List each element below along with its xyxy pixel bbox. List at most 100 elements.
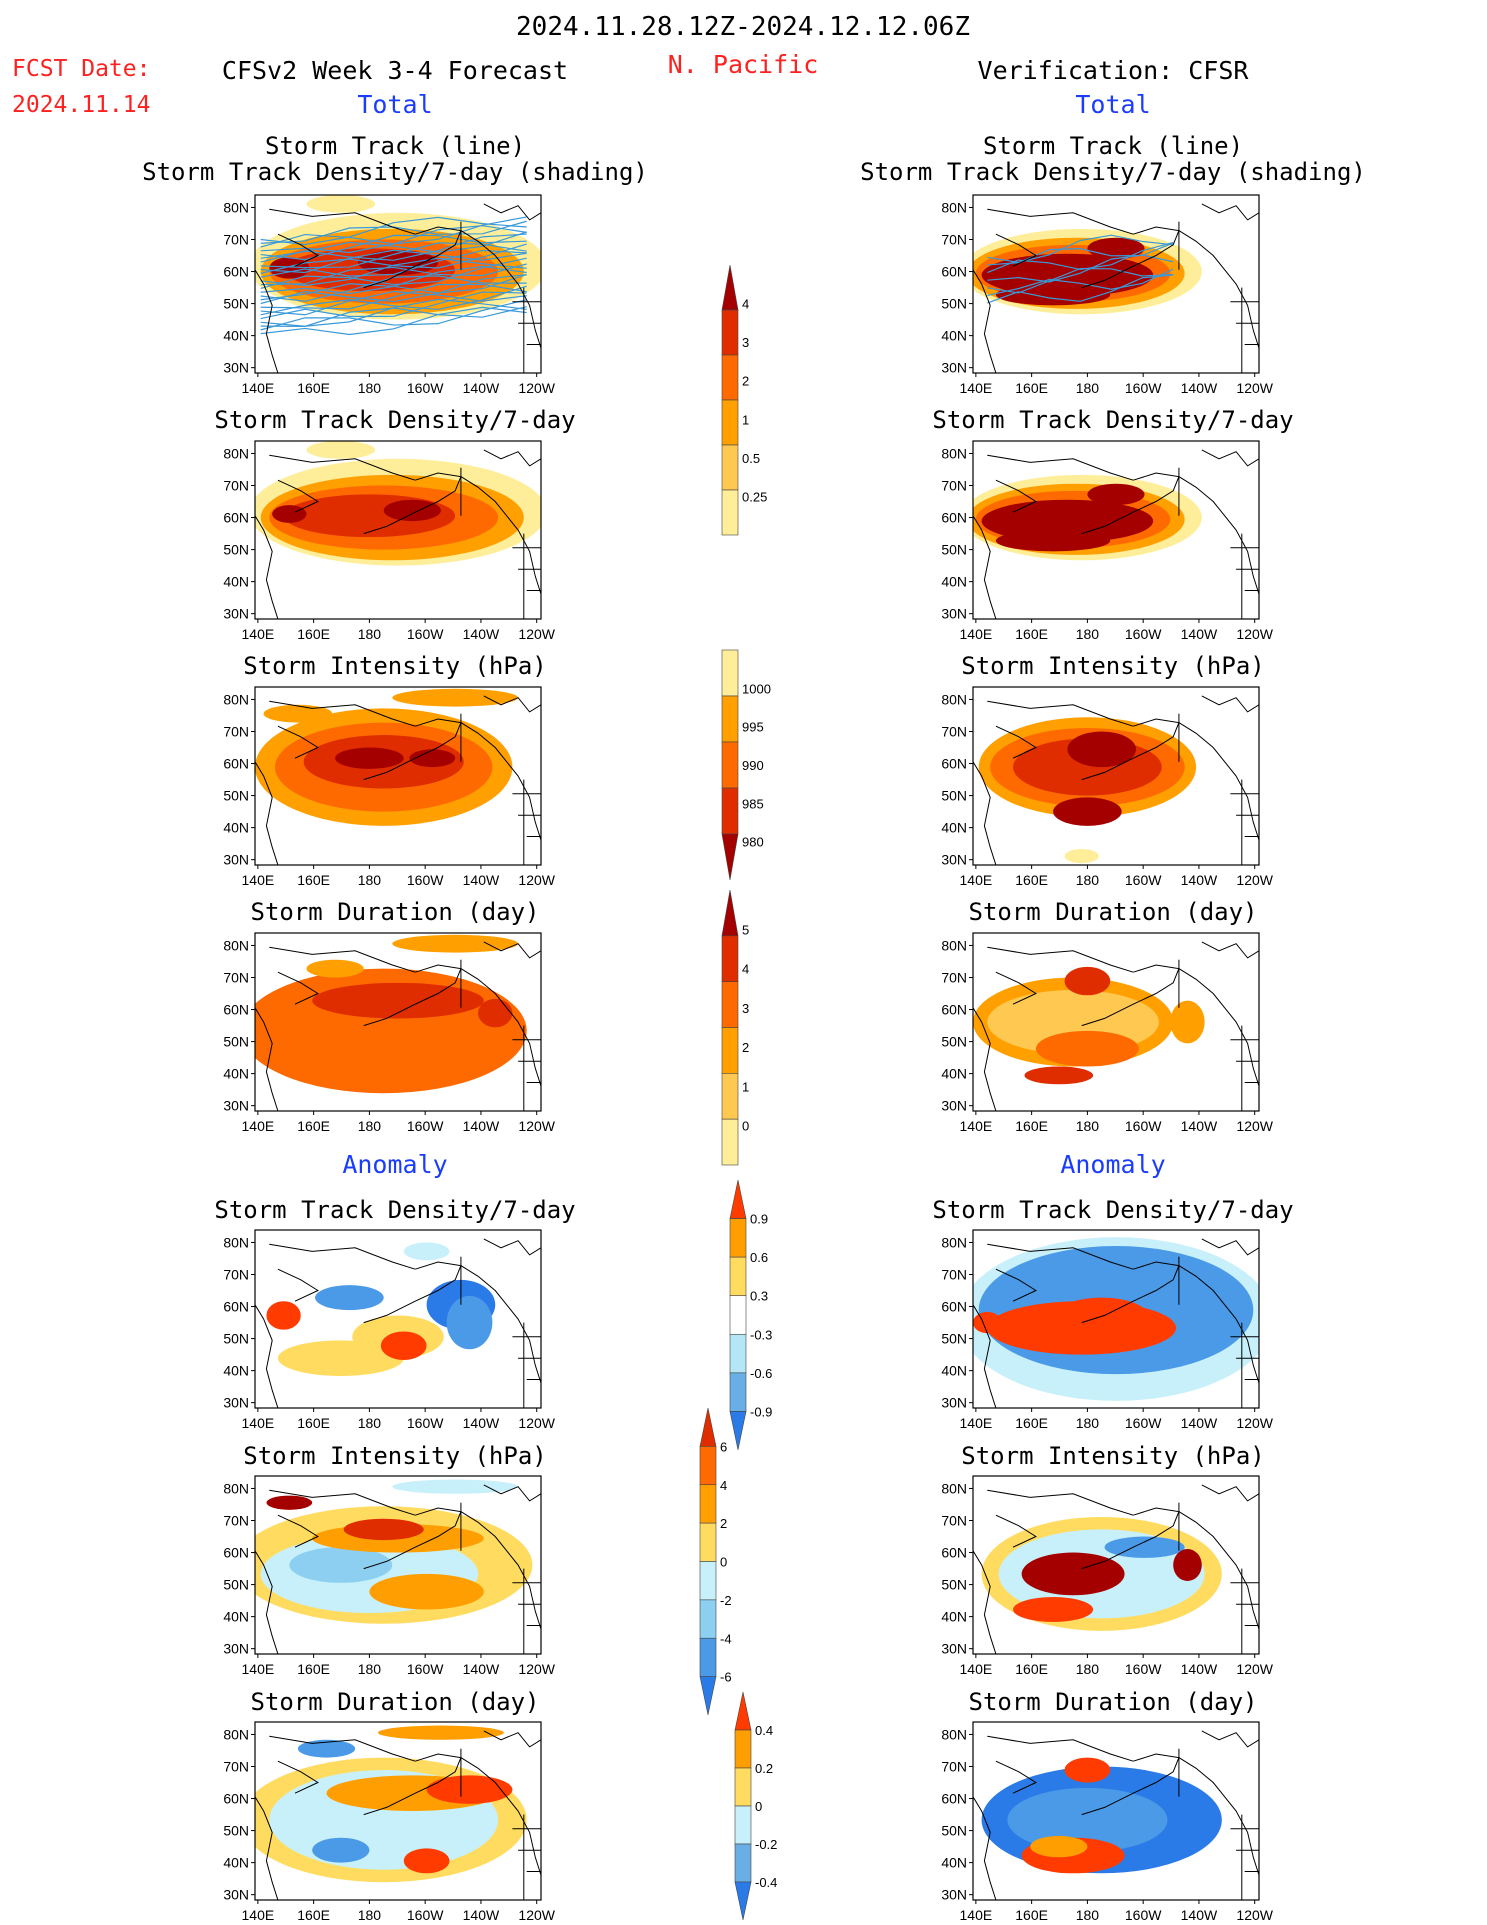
colorbar-label: 6 (720, 1439, 727, 1454)
lon-tick-label: 160W (1125, 1661, 1162, 1677)
colorbar-label: 2 (720, 1516, 727, 1531)
lat-tick-label: 40N (941, 1855, 967, 1871)
lat-tick-label: 30N (941, 852, 967, 868)
colorbar-label: 0.5 (742, 451, 760, 466)
left-density-title: Storm Track Density/7-day (214, 406, 576, 434)
lat-tick-label: 80N (223, 199, 249, 215)
colorbar-label: 5 (742, 922, 749, 937)
lat-tick-label: 50N (223, 1577, 249, 1593)
lat-tick-label: 80N (941, 937, 967, 953)
lat-tick-label: 60N (941, 510, 967, 526)
lat-tick-label: 80N (223, 1726, 249, 1742)
colorbar-label: -6 (720, 1670, 732, 1685)
lon-tick-label: 180 (358, 872, 382, 888)
lon-tick-label: 160E (297, 1907, 330, 1923)
colorbar-label: -0.9 (750, 1404, 772, 1419)
lat-tick-label: 50N (941, 296, 967, 312)
lat-tick-label: 50N (941, 788, 967, 804)
lon-tick-label: 140W (1181, 380, 1218, 396)
lon-tick-label: 160E (297, 872, 330, 888)
right-anom-density-title: Storm Track Density/7-day (932, 1196, 1294, 1224)
colorbar-label: 2 (742, 374, 749, 389)
lon-tick-label: 160E (1015, 1118, 1048, 1134)
lat-tick-label: 70N (941, 1513, 967, 1529)
lat-tick-label: 40N (941, 1066, 967, 1082)
left-model-label: CFSv2 Week 3-4 Forecast (221, 56, 569, 85)
lon-tick-label: 160E (297, 1118, 330, 1134)
lat-tick-label: 70N (223, 1759, 249, 1775)
right-anom-duration-title: Storm Duration (day) (968, 1688, 1258, 1716)
lat-tick-label: 80N (941, 199, 967, 215)
colorbar-label: 2 (742, 1040, 749, 1055)
colorbar-label: 990 (742, 758, 764, 773)
colorbar-label: 1 (742, 412, 749, 427)
lat-tick-label: 70N (223, 970, 249, 986)
lon-tick-label: 140E (242, 380, 275, 396)
left-intensity-title: Storm Intensity (hPa) (243, 652, 547, 680)
lon-tick-label: 140W (1181, 1118, 1218, 1134)
lat-tick-label: 30N (223, 360, 249, 376)
lat-tick-label: 70N (223, 232, 249, 248)
lon-tick-label: 160W (1125, 380, 1162, 396)
right-track-shading-title: Storm Track Density/7-day (shading) (860, 158, 1366, 186)
lat-tick-label: 30N (941, 1098, 967, 1114)
lon-tick-label: 120W (1236, 1661, 1273, 1677)
lon-tick-label: 120W (1236, 1415, 1273, 1431)
lat-tick-label: 50N (223, 1331, 249, 1347)
lat-tick-label: 80N (941, 1234, 967, 1250)
lon-tick-label: 180 (358, 1118, 382, 1134)
lon-tick-label: 140E (242, 872, 275, 888)
lat-tick-label: 30N (941, 1887, 967, 1903)
colorbar-label: -0.2 (755, 1837, 777, 1852)
lat-tick-label: 40N (223, 1609, 249, 1625)
lat-tick-label: 40N (223, 1855, 249, 1871)
lon-tick-label: 140W (463, 1118, 500, 1134)
right-anomaly-label: Anomaly (1060, 1150, 1166, 1179)
lon-tick-label: 140E (960, 380, 993, 396)
right-total-label: Total (1075, 90, 1151, 119)
lon-tick-label: 160E (1015, 626, 1048, 642)
left-track-line-title: Storm Track (line) (264, 132, 526, 160)
colorbar-label: 3 (742, 1001, 749, 1016)
fcst-date-label: FCST Date: (12, 56, 151, 82)
lon-tick-label: 160E (297, 1661, 330, 1677)
lon-tick-label: 120W (518, 1118, 555, 1134)
lon-tick-label: 160W (1125, 1118, 1162, 1134)
lon-tick-label: 180 (1076, 626, 1100, 642)
right-model-label: Verification: CFSR (977, 56, 1249, 85)
lon-tick-label: 180 (358, 1907, 382, 1923)
lat-tick-label: 60N (941, 1791, 967, 1807)
left-map-duration: 80N 70N 60N 50N 40N 30N 140E 160E 180 160W 140W 120… (223, 932, 556, 1134)
period-title: 2024.11.28.12Z-2024.12.12.06Z (516, 12, 970, 42)
lon-tick-label: 180 (358, 380, 382, 396)
lat-tick-label: 70N (941, 970, 967, 986)
lat-tick-label: 70N (223, 1267, 249, 1283)
lat-tick-label: 30N (941, 1395, 967, 1411)
lat-tick-label: 70N (223, 478, 249, 494)
lon-tick-label: 120W (1236, 1118, 1273, 1134)
lon-tick-label: 180 (1076, 872, 1100, 888)
lat-tick-label: 60N (941, 1299, 967, 1315)
lon-tick-label: 160W (1125, 626, 1162, 642)
lon-tick-label: 180 (1076, 380, 1100, 396)
lat-tick-label: 40N (941, 820, 967, 836)
lat-tick-label: 30N (223, 1887, 249, 1903)
colorbar-label: 3 (742, 335, 749, 350)
lon-tick-label: 140W (1181, 1661, 1218, 1677)
lat-tick-label: 70N (941, 1267, 967, 1283)
lon-tick-label: 180 (1076, 1907, 1100, 1923)
lon-tick-label: 160W (1125, 1907, 1162, 1923)
lat-tick-label: 40N (223, 1363, 249, 1379)
colorbar-duration-total: 5 4 3 2 1 0 (721, 889, 749, 1166)
lat-tick-label: 80N (941, 445, 967, 461)
lon-tick-label: 160W (407, 1661, 444, 1677)
lat-tick-label: 60N (941, 756, 967, 772)
lat-tick-label: 40N (941, 328, 967, 344)
lon-tick-label: 180 (1076, 1661, 1100, 1677)
colorbar-label: 4 (742, 962, 749, 977)
lat-tick-label: 60N (223, 756, 249, 772)
lat-tick-label: 60N (223, 1545, 249, 1561)
lon-tick-label: 160E (1015, 872, 1048, 888)
right-intensity-title: Storm Intensity (hPa) (961, 652, 1265, 680)
lat-tick-label: 70N (223, 1513, 249, 1529)
